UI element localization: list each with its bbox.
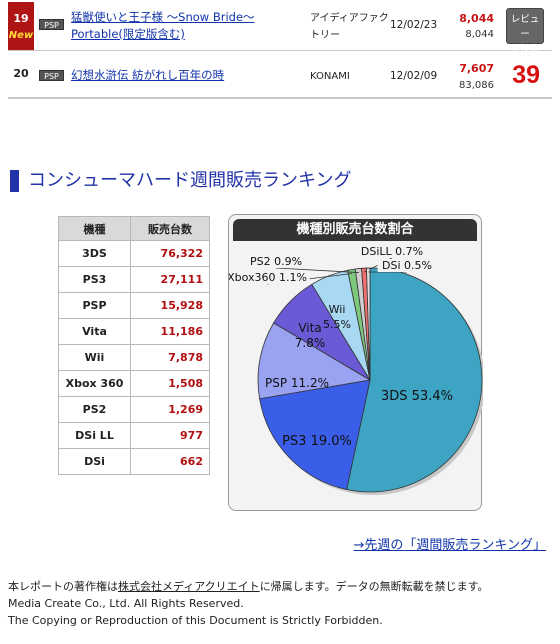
- pie-slice-dsi: [366, 267, 371, 381]
- pie-label-ps3: PS3 19.0%: [282, 434, 352, 449]
- rank-number: 20: [8, 51, 34, 97]
- maker-line2: トリー: [310, 30, 340, 41]
- total-sales: 83,086: [459, 80, 494, 91]
- section-heading-text: コンシューマハード週間販売ランキング: [28, 170, 352, 191]
- copyright-text-post: に帰属します。データの無断転載を禁じます。: [259, 580, 489, 593]
- week-sales: 7,607: [459, 62, 494, 75]
- table-row: Wii 7,878: [58, 344, 210, 371]
- table-row: 3DS 76,322: [58, 240, 210, 267]
- column-header-model: 機種: [58, 216, 131, 241]
- heading-bar: [10, 170, 19, 192]
- post-review-button[interactable]: レビュー を投稿: [506, 8, 544, 55]
- pie-label-xbox360: Xbox360 1.1%: [229, 271, 307, 284]
- model-cell: Xbox 360: [58, 370, 131, 397]
- maker-name: KONAMI: [310, 71, 350, 82]
- units-cell: 7,878: [130, 344, 210, 371]
- week-sales: 8,044: [459, 12, 494, 25]
- game-title-link[interactable]: 幻想水滸伝 紡がれし百年の時: [71, 68, 225, 82]
- model-cell: 3DS: [58, 240, 131, 267]
- pie-slice-psp: [257, 322, 372, 400]
- maker-line1: アイディアファク: [310, 13, 389, 24]
- hardware-sales-table: 機種 販売台数 3DS 76,322 PS3 27,111 PSP 15,928 Vi…: [58, 216, 210, 475]
- label-background: [356, 245, 428, 258]
- pie-label-3ds: 3DS 53.4%: [381, 389, 453, 404]
- label-background: [377, 259, 437, 272]
- copyright-line-en: Media Create Co., Ltd. All Rights Reserv…: [8, 597, 244, 610]
- ranking-row: 19 New PSP 猛獣使いと王子様 ～Snow Bride～ Portabl…: [8, 2, 552, 55]
- new-badge: New: [8, 30, 34, 41]
- table-row: PSP 15,928: [58, 292, 210, 319]
- model-cell: PS2: [58, 396, 131, 423]
- review-score: 39: [512, 61, 540, 89]
- units-cell: 1,508: [130, 370, 210, 397]
- pie-label-psp: PSP 11.2%: [265, 376, 329, 390]
- release-date: 12/02/23: [390, 19, 438, 31]
- rank-value: 20: [13, 67, 29, 80]
- game-title-line2[interactable]: Portable(限定版含む): [71, 27, 185, 41]
- platform-badge: PSP: [39, 19, 64, 30]
- review-label-line2: を投稿: [510, 44, 540, 55]
- table-row: DSi 662: [58, 448, 210, 475]
- total-sales: 8,044: [465, 29, 494, 40]
- units-cell: 11,186: [130, 318, 210, 345]
- label-background: [229, 271, 310, 284]
- units-cell: 1,269: [130, 396, 210, 423]
- release-date: 12/02/09: [390, 70, 438, 82]
- game-title-line1[interactable]: 猛獣使いと王子様 ～Snow Bride～: [71, 10, 255, 24]
- model-cell: DSi LL: [58, 422, 131, 449]
- table-row: PS3 27,111: [58, 266, 210, 293]
- ranking-row: 20 PSP 幻想水滸伝 紡がれし百年の時 KONAMI 12/02/09 7,…: [8, 51, 552, 99]
- column-header-units: 販売台数: [130, 216, 210, 241]
- pie-label-dsill: DSiLL 0.7%: [361, 245, 423, 258]
- pie-label-vita: Vita 7.8%: [295, 321, 326, 350]
- rank-value: 19: [13, 12, 29, 25]
- copyright-text-pre: 本レポートの著作権は: [8, 580, 118, 593]
- model-cell: PS3: [58, 266, 131, 293]
- pie-chart-panel: 機種別販売台数割合 3DS 53.4% PS3 19.0% PSP 11.2% Vit…: [228, 214, 483, 511]
- pie-label-dsi: DSi 0.5%: [382, 259, 432, 272]
- table-row: PS2 1,269: [58, 396, 210, 423]
- units-cell: 662: [130, 448, 210, 475]
- units-cell: 15,928: [130, 292, 210, 319]
- game-title-link[interactable]: 猛獣使いと王子様 ～Snow Bride～ Portable(限定版含む): [71, 9, 301, 43]
- units-cell: 27,111: [130, 266, 210, 293]
- units-cell: 76,322: [130, 240, 210, 267]
- ranking-table: 19 New PSP 猛獣使いと王子様 ～Snow Bride～ Portabl…: [8, 2, 552, 99]
- maker-name: アイディアファク トリー: [310, 10, 390, 44]
- pie-label-ps2: PS2 0.9%: [250, 255, 302, 268]
- media-create-link[interactable]: 株式会社メディアクリエイト: [118, 580, 260, 593]
- table-header-row: 機種 販売台数: [58, 216, 210, 241]
- copyright-footer: 本レポートの著作権は株式会社メディアクリエイトに帰属します。データの無断転載を禁…: [8, 578, 489, 629]
- table-row: Xbox 360 1,508: [58, 370, 210, 397]
- table-row: DSi LL 977: [58, 422, 210, 449]
- platform-badge: PSP: [39, 70, 64, 81]
- label-background: [246, 255, 306, 268]
- pie-slice-3ds: [346, 267, 483, 493]
- copyright-notice: The Copying or Reproduction of this Docu…: [8, 614, 383, 627]
- table-row: Vita 11,186: [58, 318, 210, 345]
- model-cell: PSP: [58, 292, 131, 319]
- pie-slice-ps3: [259, 379, 371, 491]
- pie-chart-title: 機種別販売台数割合: [233, 219, 477, 241]
- leader-line-ps2: [275, 267, 359, 273]
- review-label-line1: レビュー: [510, 14, 540, 40]
- model-cell: DSi: [58, 448, 131, 475]
- units-cell: 977: [130, 422, 210, 449]
- model-cell: Wii: [58, 344, 131, 371]
- pie-label-wii: Wii 5.5%: [323, 303, 351, 331]
- model-cell: Vita: [58, 318, 131, 345]
- previous-week-ranking-link[interactable]: →先週の「週間販売ランキング」: [353, 538, 546, 553]
- pie-chart: 3DS 53.4% PS3 19.0% PSP 11.2% Vita 7.8%Wii 5.…: [229, 245, 483, 495]
- rank-number: 19 New: [8, 2, 34, 50]
- copyright-line-jp: 本レポートの著作権は株式会社メディアクリエイトに帰属します。データの無断転載を禁…: [8, 578, 489, 595]
